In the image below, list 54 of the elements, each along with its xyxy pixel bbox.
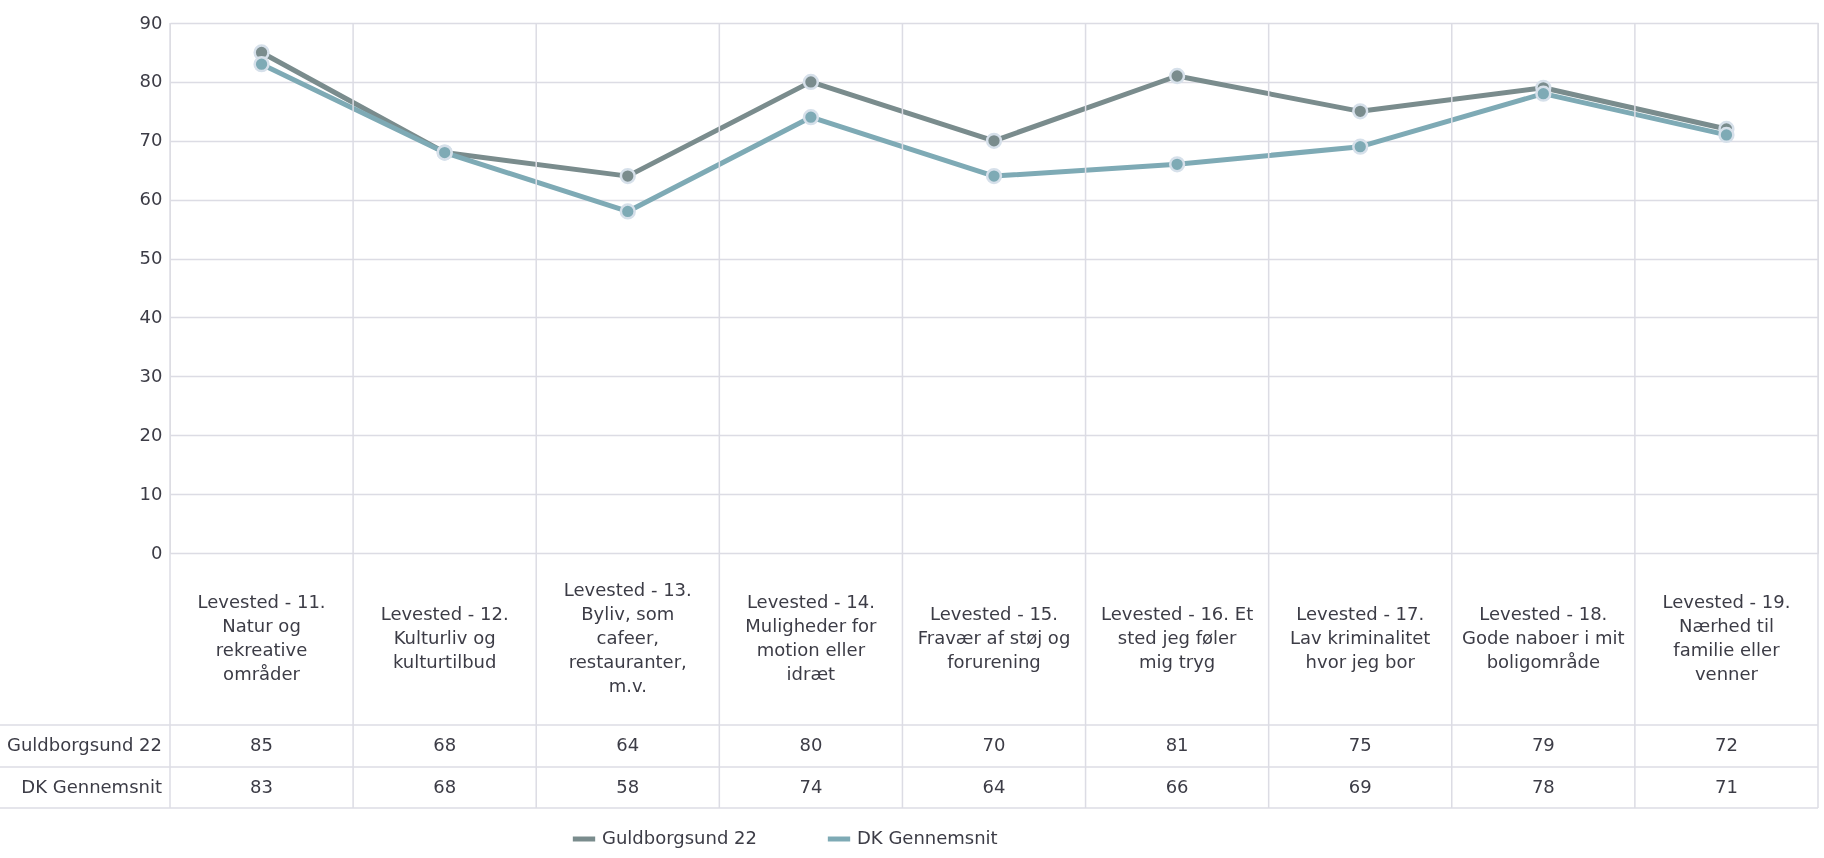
y-tick-label: 90 — [139, 11, 163, 33]
point — [1718, 126, 1735, 144]
data-label: 69 — [1348, 775, 1372, 797]
data-label: 83 — [250, 775, 274, 797]
point — [619, 167, 636, 185]
data-label: 68 — [433, 775, 457, 797]
data-label: 74 — [799, 775, 823, 797]
x-tick-label: Levested - 16. Et sted jeg føler mig tryg — [1101, 603, 1254, 672]
y-tick-label: 60 — [139, 188, 163, 210]
point — [1168, 156, 1186, 173]
y-tick-label: 70 — [139, 129, 163, 151]
y-tick-label: 0 — [151, 541, 163, 563]
data-label: 68 — [433, 734, 457, 755]
point — [985, 167, 1003, 185]
x-tick-label: Levested - 12. Kulturliv og kulturtilbud — [380, 603, 509, 672]
data-label: 85 — [250, 734, 274, 755]
y-tick-label: 80 — [139, 70, 163, 92]
text: Guldborgsund 22 — [7, 734, 162, 755]
y-tick-label: 40 — [139, 305, 163, 327]
point — [1352, 103, 1369, 120]
text: DK Gennemsnit — [21, 775, 162, 797]
x-tick-label: Levested - 14. Muligheder for motion eller idræt — [745, 591, 878, 684]
legend-label: DK Gennemsnit — [857, 827, 998, 848]
x-tick-label: Levested - 17. Lav kriminalitet hvor jeg bor — [1290, 603, 1431, 672]
data-label: 72 — [1714, 734, 1738, 755]
data-label: 81 — [1165, 734, 1189, 755]
point — [1168, 67, 1186, 85]
y-tick-label: 50 — [139, 247, 163, 269]
y-tick-label: 10 — [139, 482, 163, 504]
data-label: 58 — [616, 775, 640, 797]
point — [1352, 138, 1369, 155]
point — [802, 109, 820, 126]
legend-label: Guldborgsund 22 — [602, 827, 757, 848]
data-label: 64 — [982, 775, 1006, 797]
x-tick-label: Levested - 11. Natur og rekreative områder — [197, 591, 326, 684]
x-tick-label: Levested - 13. Byliv, som cafeer, restauranter, m.v. — [563, 579, 692, 696]
data-label: 64 — [616, 734, 640, 755]
x-tick-label: Levested - 18. Gode naboer i mit boligområde — [1462, 603, 1625, 672]
data-label: 71 — [1714, 775, 1738, 797]
y-tick-label: 20 — [139, 423, 163, 445]
data-label: 80 — [799, 734, 823, 755]
data-label: 70 — [982, 734, 1006, 755]
point — [985, 132, 1003, 149]
point — [1535, 85, 1552, 102]
y-tick-label: 30 — [139, 364, 163, 386]
point — [253, 56, 270, 73]
x-tick-label: Levested - 15. Fravær af støj og forurening — [917, 603, 1071, 672]
point — [802, 73, 820, 91]
data-label: 66 — [1165, 775, 1189, 797]
data-label: 79 — [1531, 734, 1555, 755]
point — [619, 203, 636, 220]
data-label: 78 — [1531, 775, 1555, 797]
data-label: 75 — [1348, 734, 1372, 755]
x-tick-label: Levested - 19. Nærhed til familie eller venner — [1662, 591, 1791, 684]
